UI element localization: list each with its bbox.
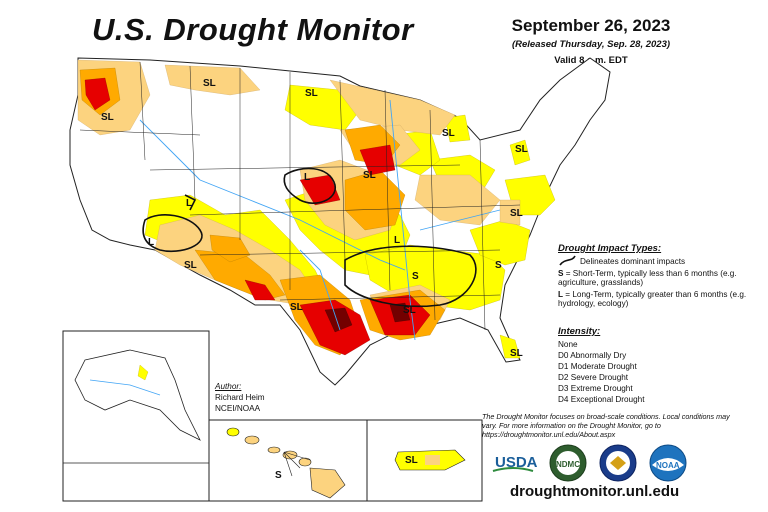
label-s: S	[495, 260, 502, 271]
intensity-item-none: None	[558, 339, 644, 350]
long-term-text: = Long-Term, typically greater than 6 mo…	[558, 290, 747, 308]
impact-types-header: Drought Impact Types:	[558, 243, 662, 254]
doc-seal-logo	[599, 444, 637, 482]
intensity-label: D0 Abnormally Dry	[558, 351, 627, 360]
author-header: Author:	[215, 382, 242, 391]
intensity-label: D3 Extreme Drought	[558, 384, 633, 393]
label-sl: SL	[510, 208, 523, 219]
alaska-shape	[74, 349, 201, 441]
short-term-text: = Short-Term, typically less than 6 mont…	[558, 269, 737, 287]
impact-labels: SL SL SL SL SL SL SL SL SL SL SL S S L L…	[101, 78, 528, 359]
label-sl: SL	[203, 78, 216, 89]
intensity-item-d4: D4 Exceptional Drought	[558, 394, 644, 405]
intensity-item-d1: D1 Moderate Drought	[558, 361, 644, 372]
intensity-label: None	[558, 340, 578, 349]
intensity-legend: Intensity: None D0 Abnormally Dry D1 Mod…	[558, 326, 644, 405]
rivers	[139, 99, 501, 341]
intensity-label: D4 Exceptional Drought	[558, 395, 645, 404]
label-sl: SL	[184, 260, 197, 271]
author-name: Richard Heim	[215, 393, 265, 402]
intensity-item-d0: D0 Abnormally Dry	[558, 350, 644, 361]
puerto-rico-d1	[425, 455, 440, 465]
impact-delineation	[142, 167, 477, 308]
label-l: L	[304, 172, 310, 183]
map-title: U.S. Drought Monitor	[92, 12, 414, 47]
label-sl: SL	[442, 128, 455, 139]
usda-logo: USDA	[492, 451, 538, 473]
alaska-river	[89, 379, 161, 396]
usda-logo-text: USDA	[495, 454, 538, 471]
release-date: (Released Thursday, Sep. 28, 2023)	[511, 39, 671, 50]
short-term-row: S = Short-Term, typically less than 6 mo…	[558, 269, 758, 287]
intensity-label: D1 Moderate Drought	[558, 362, 637, 371]
label-l: L	[148, 237, 154, 248]
intensity-header: Intensity:	[558, 326, 601, 337]
website-link[interactable]: droughtmonitor.unl.edu	[510, 483, 680, 500]
ndmc-logo-text: NDMC	[556, 460, 580, 469]
label-l: L	[186, 198, 192, 209]
impact-types-legend: Drought Impact Types: Delineates dominan…	[558, 243, 758, 308]
label-sl: SL	[403, 305, 416, 316]
label-sl: SL	[290, 302, 303, 313]
map-date: September 26, 2023	[511, 16, 671, 35]
author-block: Author: Richard Heim NCEI/NOAA	[215, 381, 265, 414]
label-l: L	[394, 235, 400, 246]
noaa-logo: NOAA	[649, 444, 687, 482]
long-term-row: L = Long-Term, typically greater than 6 …	[558, 290, 758, 308]
label-sl: SL	[101, 112, 114, 123]
agency-logos: USDA NDMC NOAA	[492, 444, 687, 482]
delineate-line-icon	[559, 255, 576, 266]
label-s: S	[275, 470, 282, 481]
noaa-logo-text: NOAA	[656, 461, 680, 470]
author-org: NCEI/NOAA	[215, 404, 261, 413]
alaska-d0	[137, 364, 149, 381]
label-sl: SL	[363, 170, 376, 181]
label-s: S	[412, 271, 419, 282]
state-boundaries	[79, 61, 521, 331]
label-sl: SL	[405, 455, 418, 466]
intensity-item-d3: D3 Extreme Drought	[558, 383, 644, 394]
ndmc-logo: NDMC	[549, 444, 587, 482]
disclaimer-text: The Drought Monitor focuses on broad-sca…	[482, 412, 730, 439]
short-term-code: S	[558, 269, 564, 278]
label-sl: SL	[515, 144, 528, 155]
delineates-row: Delineates dominant impacts	[558, 257, 758, 266]
long-term-code: L	[558, 290, 564, 299]
intensity-item-d2: D2 Severe Drought	[558, 372, 644, 383]
intensity-label: D2 Severe Drought	[558, 373, 629, 382]
d4-areas	[324, 302, 411, 333]
label-sl: SL	[305, 88, 318, 99]
delineates-text: Delineates dominant impacts	[580, 257, 686, 266]
label-sl: SL	[510, 348, 523, 359]
hawaii-islands	[226, 427, 346, 499]
